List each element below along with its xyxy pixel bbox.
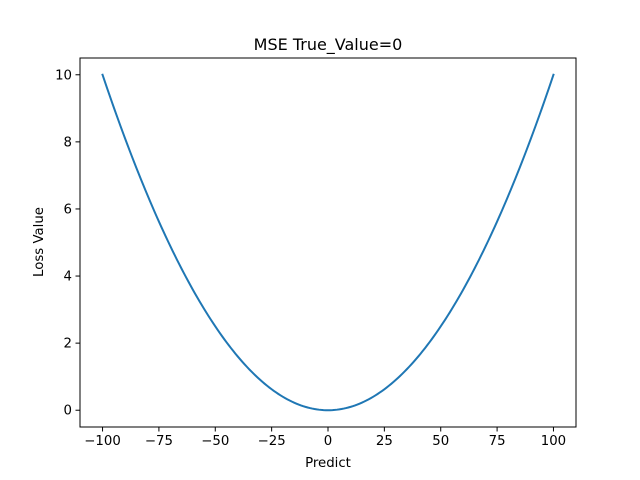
x-tick-label: −75 bbox=[145, 434, 173, 449]
y-axis-label: Loss Value bbox=[32, 207, 47, 277]
mse-curve bbox=[101, 73, 555, 412]
chart-title: MSE True_Value=0 bbox=[254, 35, 403, 55]
x-tick-label: 100 bbox=[541, 434, 566, 449]
x-axis-label: Predict bbox=[305, 456, 351, 471]
y-tick-label: 4 bbox=[64, 270, 72, 285]
y-axis-ticks: 0 2 4 6 8 10 bbox=[55, 68, 80, 419]
y-tick-label: 6 bbox=[64, 202, 72, 217]
y-tick-label: 0 bbox=[64, 404, 72, 419]
x-tick-label: 0 bbox=[324, 434, 332, 449]
y-tick-label: 2 bbox=[64, 337, 72, 352]
x-tick-label: 75 bbox=[489, 434, 506, 449]
x-axis-ticks: −100 −75 −50 −25 0 25 50 75 100 bbox=[84, 427, 566, 449]
x-tick-label: −25 bbox=[258, 434, 286, 449]
y-tick-label: 8 bbox=[64, 135, 72, 150]
x-tick-label: −100 bbox=[84, 434, 121, 449]
x-tick-label: 50 bbox=[432, 434, 449, 449]
y-tick-label: 10 bbox=[55, 68, 72, 83]
x-tick-label: −50 bbox=[201, 434, 229, 449]
x-tick-label: 25 bbox=[376, 434, 393, 449]
